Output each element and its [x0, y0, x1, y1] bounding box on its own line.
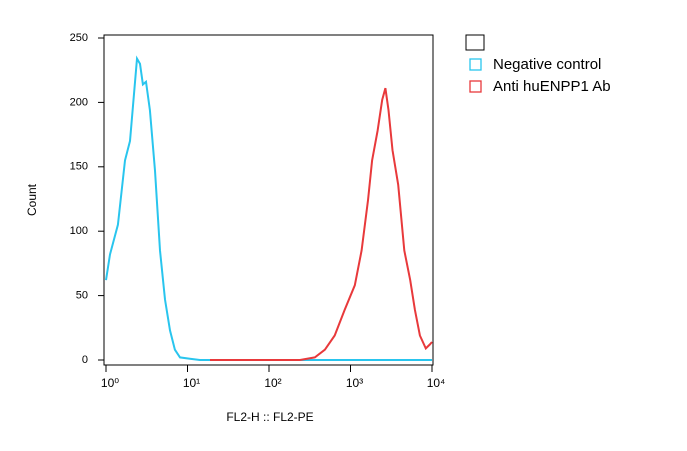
x-tick-label: 10⁰ [101, 376, 119, 390]
x-tick-label: 10² [264, 376, 281, 390]
x-tick-label: 10¹ [183, 376, 200, 390]
plot-frame [103, 34, 434, 366]
x-tick-label: 10³ [346, 376, 363, 390]
legend-blank-box [465, 34, 485, 51]
legend: Negative control Anti huENPP1 Ab [469, 56, 611, 95]
y-tick-label: 100 [70, 225, 88, 237]
y-tick-label: 250 [70, 32, 88, 44]
y-tick-label: 50 [76, 290, 88, 302]
y-tick-label: 200 [70, 96, 88, 108]
x-axis-label: FL2-H :: FL2-PE [226, 410, 313, 424]
y-tick-label: 150 [70, 161, 88, 173]
x-tick-label: 10⁴ [427, 376, 446, 390]
y-axis-label: Count [25, 183, 39, 216]
legend-swatch [469, 58, 482, 71]
series-line [210, 87, 433, 361]
series-line [105, 55, 432, 361]
legend-swatch [469, 80, 482, 93]
legend-label: Anti huENPP1 Ab [493, 78, 611, 95]
legend-label: Negative control [493, 56, 601, 73]
y-tick-label: 0 [82, 354, 88, 366]
